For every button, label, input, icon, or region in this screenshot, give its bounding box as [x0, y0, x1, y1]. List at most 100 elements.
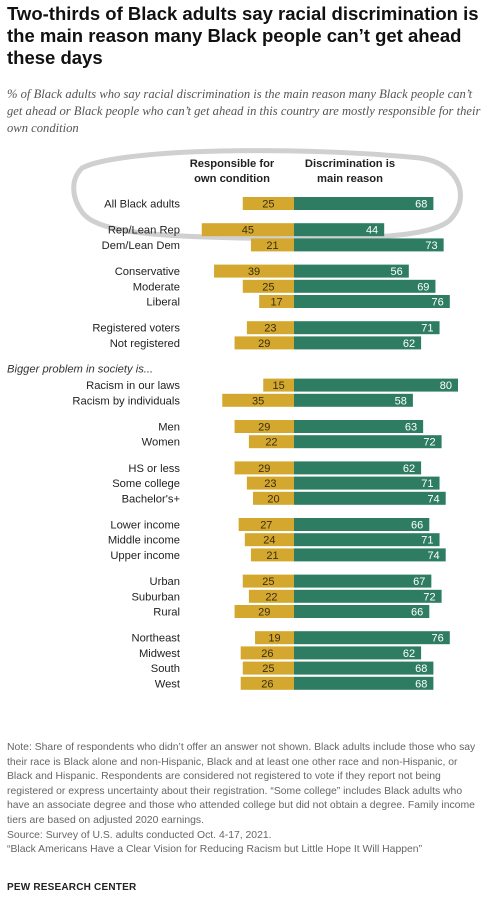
value-discrimination: 73	[425, 240, 437, 252]
value-responsible: 35	[252, 395, 264, 407]
bar-discrimination	[294, 605, 430, 618]
row-label: Lower income	[110, 520, 180, 532]
value-responsible: 29	[258, 338, 270, 350]
row-label: Dem/Lean Dem	[102, 240, 180, 252]
row-label: Urban	[150, 576, 180, 588]
bar-discrimination	[294, 676, 434, 690]
source-text: Source: Survey of U.S. adults conducted …	[7, 829, 272, 841]
bar-responsible	[242, 574, 294, 588]
value-responsible: 23	[264, 478, 276, 490]
bar-discrimination	[294, 393, 413, 407]
bar-discrimination	[294, 378, 458, 392]
bar-responsible	[242, 279, 294, 293]
bar-discrimination	[294, 548, 446, 562]
row-label: Rural	[153, 607, 180, 619]
bar-responsible	[234, 605, 294, 618]
value-responsible: 25	[262, 281, 274, 293]
row-label: Upper income	[110, 550, 180, 562]
bar-discrimination	[294, 223, 385, 237]
row-label: Bachelor's+	[122, 493, 180, 505]
row-label: Not registered	[110, 338, 180, 350]
value-discrimination: 80	[440, 380, 452, 392]
value-responsible: 26	[261, 678, 273, 690]
bar-discrimination	[294, 491, 446, 505]
row-label: Registered voters	[92, 323, 180, 335]
value-discrimination: 68	[415, 199, 427, 211]
value-discrimination: 63	[405, 422, 417, 434]
row-label: Moderate	[133, 281, 180, 293]
bar-responsible	[246, 476, 294, 490]
bar-responsible	[263, 378, 294, 392]
chart-notes: Note: Share of respondents who didn’t of…	[7, 741, 485, 858]
value-discrimination: 72	[423, 591, 435, 603]
value-discrimination: 68	[415, 663, 427, 675]
value-responsible: 27	[260, 520, 272, 532]
bar-responsible	[244, 533, 294, 547]
row-label: HS or less	[128, 463, 180, 475]
header-responsible: own condition	[194, 173, 270, 185]
bar-discrimination	[294, 589, 442, 603]
value-responsible: 22	[265, 591, 277, 603]
row-label: Middle income	[108, 535, 180, 547]
report-title: “Black Americans Have a Clear Vision for…	[7, 844, 423, 856]
note-text: Note: Share of respondents who didn’t of…	[7, 742, 476, 826]
bar-responsible	[242, 197, 294, 210]
value-responsible: 23	[264, 323, 276, 335]
bar-discrimination	[294, 631, 450, 645]
value-discrimination: 67	[413, 576, 425, 588]
bar-responsible	[240, 646, 294, 660]
bar-responsible	[242, 661, 294, 675]
value-responsible: 17	[270, 297, 282, 309]
value-responsible: 24	[263, 535, 275, 547]
row-label: All Black adults	[104, 199, 180, 211]
value-discrimination: 76	[432, 297, 444, 309]
value-discrimination: 66	[411, 520, 423, 532]
bar-responsible	[259, 295, 294, 308]
value-discrimination: 68	[415, 678, 427, 690]
bar-discrimination	[294, 197, 434, 210]
value-responsible: 22	[265, 437, 277, 449]
bar-responsible	[255, 631, 294, 645]
bar-responsible	[250, 548, 294, 562]
bar-discrimination	[294, 518, 430, 531]
header-responsible: Responsible for	[190, 158, 275, 170]
value-responsible: 21	[266, 240, 278, 252]
value-discrimination: 76	[432, 633, 444, 645]
bar-responsible	[222, 393, 294, 407]
bar-responsible	[234, 336, 294, 350]
value-discrimination: 69	[417, 281, 429, 293]
bar-discrimination	[294, 533, 440, 547]
bar-discrimination	[294, 574, 432, 588]
diverging-bar-chart: Responsible for own condition Discriminati…	[7, 148, 463, 690]
value-responsible: 29	[258, 607, 270, 619]
bar-responsible	[248, 589, 294, 603]
header-discrimination: main reason	[317, 173, 383, 185]
bar-discrimination	[294, 321, 440, 335]
value-responsible: 15	[273, 380, 285, 392]
value-responsible: 25	[262, 663, 274, 675]
value-discrimination: 66	[411, 607, 423, 619]
bar-responsible	[214, 264, 294, 278]
row-label: Men	[158, 422, 180, 434]
value-responsible: 39	[248, 266, 260, 278]
value-discrimination: 44	[366, 225, 378, 237]
value-discrimination: 56	[391, 266, 403, 278]
bar-responsible	[234, 461, 294, 475]
value-discrimination: 58	[395, 395, 407, 407]
value-discrimination: 62	[403, 338, 415, 350]
bar-discrimination	[294, 420, 424, 433]
bar-responsible	[250, 238, 294, 252]
bar-discrimination	[294, 646, 422, 660]
value-responsible: 21	[266, 550, 278, 562]
bar-discrimination	[294, 461, 422, 475]
value-discrimination: 71	[421, 478, 433, 490]
value-responsible: 25	[262, 576, 274, 588]
bar-discrimination	[294, 238, 444, 252]
bar-responsible	[248, 435, 294, 449]
row-label: Racism in our laws	[86, 380, 180, 392]
row-label: Northeast	[131, 633, 180, 645]
row-label: Midwest	[139, 648, 181, 660]
row-label: Rep/Lean Rep	[108, 225, 180, 237]
value-discrimination: 71	[421, 535, 433, 547]
section-label: Bigger problem in society is...	[7, 364, 153, 376]
